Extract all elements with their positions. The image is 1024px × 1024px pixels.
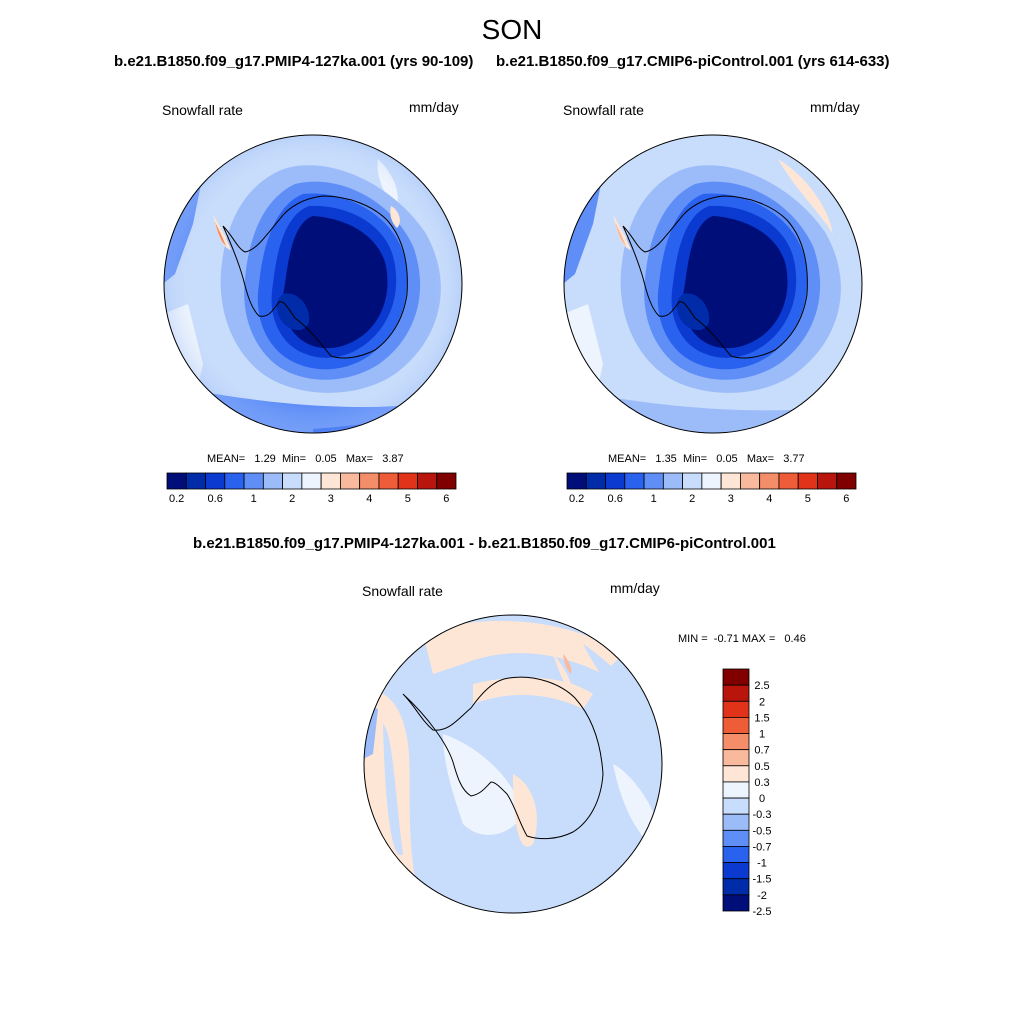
colorbar-tick-label: 6	[843, 493, 849, 505]
colorbar-box	[739, 472, 761, 490]
colorbar-box	[166, 472, 187, 490]
colorbar-tick-label: 1	[759, 729, 765, 741]
colorbar-tick-label: 0	[759, 793, 765, 805]
diff-map	[363, 614, 663, 914]
colorbar-box	[722, 749, 750, 767]
panel1-variable-label: Snowfall rate	[162, 102, 243, 118]
colorbar-box	[722, 894, 750, 912]
colorbar-box	[759, 472, 780, 490]
colorbar-tick-label: 2	[689, 493, 695, 505]
colorbar-box	[205, 472, 226, 490]
colorbar-box	[682, 472, 703, 490]
diff-title: b.e21.B1850.f09_g17.PMIP4-127ka.001 - b.…	[193, 535, 776, 552]
panel2-colorbar: 0.2 0.6 1 2 3 4 5 6	[566, 472, 857, 505]
colorbar-tick-label: -1.5	[753, 874, 772, 886]
colorbar-box	[722, 733, 750, 751]
colorbar-box	[722, 781, 750, 799]
colorbar-box	[320, 472, 341, 490]
colorbar-tick-label: 1.5	[754, 712, 769, 724]
colorbar-box	[722, 797, 750, 815]
colorbar-tick-label: 0.3	[754, 777, 769, 789]
colorbar-tick-label: 3	[328, 493, 334, 505]
colorbar-box	[722, 668, 750, 686]
colorbar-box	[836, 472, 857, 490]
colorbar-box	[722, 862, 750, 880]
colorbar-box	[585, 472, 606, 490]
panel1-colorbar: 0.2 0.6 1 2 3 4 5 6	[166, 472, 457, 505]
colorbar-box	[624, 472, 645, 490]
panel1-title: b.e21.B1850.f09_g17.PMIP4-127ka.001 (yrs…	[114, 53, 474, 70]
colorbar-tick-label: 0.7	[754, 745, 769, 757]
colorbar-tick-label: 0.2	[169, 493, 184, 505]
colorbar-box	[643, 472, 664, 490]
colorbar-box	[722, 878, 750, 896]
colorbar-tick-label: 3	[728, 493, 734, 505]
panel1-stats: MEAN= 1.29 Min= 0.05 Max= 3.87	[207, 453, 404, 465]
colorbar-tick-label: -0.7	[753, 841, 772, 853]
colorbar-box	[722, 717, 750, 734]
colorbar-box	[817, 472, 838, 490]
colorbar-tick-label: -2.5	[753, 906, 772, 918]
colorbar-box	[243, 472, 264, 490]
colorbar-box	[282, 472, 303, 490]
diff-colorbar: 2.5 2 1.5 1 0.7 0.5 0.3 0 -0.3 -0.5 -0.7 -1 -1.5 -2 -2…	[722, 668, 772, 918]
colorbar-tick-label: 4	[366, 493, 372, 505]
colorbar-box	[797, 472, 818, 490]
colorbar-tick-label: -0.3	[753, 809, 772, 821]
season-title: SON	[481, 14, 543, 45]
colorbar-box	[417, 472, 438, 490]
colorbar-tick-label: 1	[651, 493, 657, 505]
colorbar-box	[301, 472, 322, 490]
panel2-variable-label: Snowfall rate	[563, 102, 644, 118]
colorbar-tick-label: 2	[289, 493, 295, 505]
colorbar-tick-label: 0.2	[569, 493, 584, 505]
colorbar-tick-label: -1	[757, 858, 767, 870]
panel2-map	[563, 134, 863, 434]
colorbar-tick-label: 5	[405, 493, 411, 505]
colorbar-tick-label: 4	[766, 493, 772, 505]
colorbar-box	[722, 684, 750, 702]
colorbar-box	[662, 472, 684, 490]
colorbar-box	[339, 472, 361, 490]
colorbar-tick-label: 5	[805, 493, 811, 505]
colorbar-box	[722, 846, 750, 863]
panel1-map	[163, 134, 463, 434]
colorbar-box	[566, 472, 587, 490]
diff-units-label: mm/day	[610, 580, 660, 596]
colorbar-box	[720, 472, 741, 490]
diff-variable-label: Snowfall rate	[362, 583, 443, 599]
panel2-stats: MEAN= 1.35 Min= 0.05 Max= 3.77	[608, 453, 805, 465]
colorbar-tick-label: 2.5	[754, 680, 769, 692]
colorbar-tick-label: -2	[757, 890, 767, 902]
colorbar-box	[224, 472, 245, 490]
colorbar-box	[701, 472, 722, 490]
colorbar-box	[722, 765, 750, 783]
colorbar-tick-label: 6	[443, 493, 449, 505]
colorbar-box	[722, 700, 750, 718]
diff-stats: MIN = -0.71 MAX = 0.46	[678, 633, 806, 645]
colorbar-box	[722, 829, 750, 847]
colorbar-tick-label: 2	[759, 696, 765, 708]
colorbar-box	[436, 472, 457, 490]
colorbar-box	[722, 813, 750, 831]
colorbar-box	[185, 472, 206, 490]
colorbar-box	[378, 472, 399, 490]
colorbar-tick-label: 0.6	[608, 493, 623, 505]
colorbar-tick-label: 1	[251, 493, 257, 505]
colorbar-tick-label: 0.6	[208, 493, 223, 505]
colorbar-box	[262, 472, 284, 490]
colorbar-box	[359, 472, 380, 490]
colorbar-box	[778, 472, 799, 490]
colorbar-tick-label: 0.5	[754, 761, 769, 773]
panel2-title: b.e21.B1850.f09_g17.CMIP6-piControl.001 …	[496, 53, 890, 70]
panel1-units-label: mm/day	[409, 99, 459, 115]
colorbar-box	[605, 472, 626, 490]
colorbar-tick-label: -0.5	[753, 825, 772, 837]
colorbar-box	[397, 472, 418, 490]
panel2-units-label: mm/day	[810, 99, 860, 115]
